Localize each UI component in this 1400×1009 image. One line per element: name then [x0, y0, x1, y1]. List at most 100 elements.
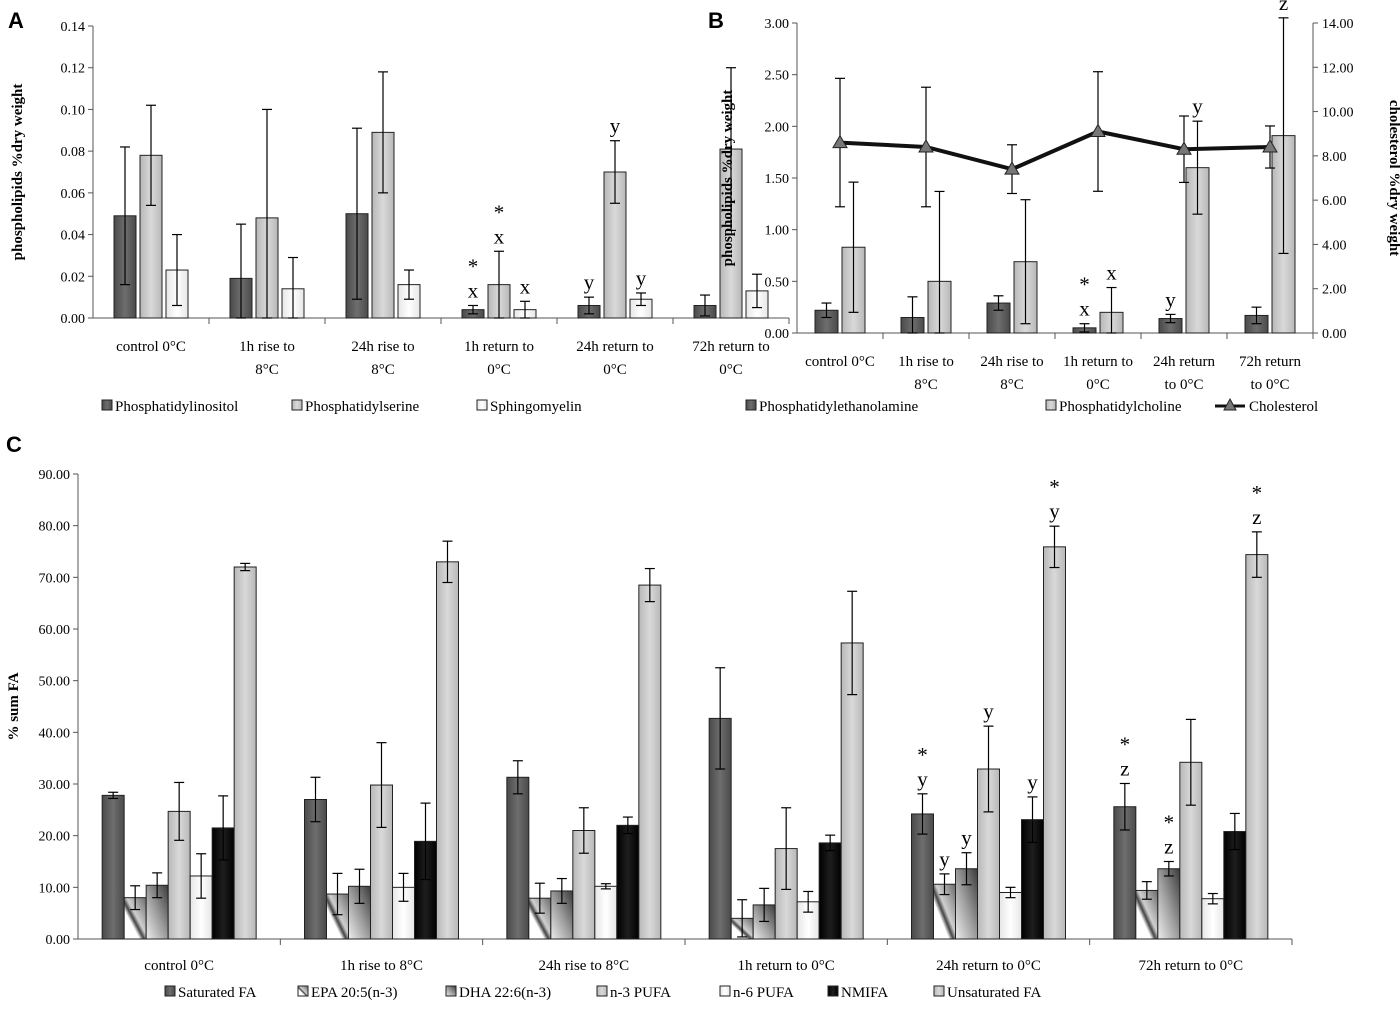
y-tick-label: 0.00: [765, 327, 790, 342]
significance-label: y: [1165, 287, 1176, 311]
cholesterol-point: [918, 139, 934, 153]
category-label: control 0°C: [805, 354, 875, 370]
category-label: 72h return: [1239, 354, 1302, 370]
legend-label: Phosphatidylserine: [305, 399, 419, 415]
significance-label: z: [1120, 756, 1129, 780]
cholesterol-point: [1176, 141, 1192, 155]
y2-tick-label: 2.00: [1322, 283, 1347, 298]
category-label: 0°C: [487, 362, 511, 378]
category-label: 72h return to 0°C: [1138, 958, 1243, 974]
legend-label: Phosphatidylcholine: [1059, 399, 1182, 415]
y-tick-label: 0.00: [61, 312, 86, 327]
significance-label: y: [983, 699, 994, 723]
bar-dha-22-6-n-3-: [1157, 868, 1181, 940]
y2-tick-label: 10.00: [1322, 106, 1354, 121]
significance-label: *: [1252, 481, 1263, 505]
y-tick-label: 1.00: [765, 224, 790, 239]
y-axis-title: phospholipids %dry weight: [10, 84, 26, 261]
significance-label: x: [520, 274, 531, 298]
category-label: 8°C: [914, 377, 938, 393]
significance-label: y: [636, 266, 647, 290]
panel-a: A 0.00 0.02 0.04 0.06 0.08 0.10 0.12 0.14 phospho…: [8, 8, 790, 415]
y-tick-label: 90.00: [39, 468, 71, 483]
y-tick-label: 40.00: [39, 726, 71, 741]
significance-label: y: [584, 270, 595, 294]
category-label: 1h rise to: [239, 339, 295, 355]
y-tick-label: 0.02: [61, 270, 86, 285]
y-axis-title: phospholipids %dry weight: [720, 90, 736, 267]
category-label: 1h rise to: [898, 354, 954, 370]
legend-swatch: [596, 985, 608, 997]
y-tick-label: 0.50: [765, 275, 790, 290]
cholesterol-point: [832, 134, 848, 149]
panel-letter-a: A: [8, 8, 24, 33]
y-tick-label: 0.14: [61, 20, 86, 35]
significance-label: y: [917, 767, 928, 791]
cholesterol-line: [839, 129, 1271, 172]
bar-unsaturated-fa: [436, 561, 459, 940]
category-label: 24h return to: [576, 339, 653, 355]
legend-swatch: [445, 985, 457, 997]
legend-marker: [1223, 397, 1237, 411]
legend-label: Phosphatidylinositol: [115, 399, 238, 415]
legend-label: DHA 22:6(n-3): [459, 985, 551, 1001]
y-tick-label: 0.00: [46, 933, 71, 948]
category-label: to 0°C: [1251, 377, 1290, 393]
legend-label: NMIFA: [841, 985, 888, 1001]
significance-label: *: [468, 254, 479, 278]
bar-nmifa: [616, 824, 640, 940]
y-tick-label: 70.00: [39, 571, 71, 586]
significance-label: y: [610, 114, 621, 138]
cholesterol-point: [1090, 123, 1106, 137]
panel-b: B 0.00 0.50 1.00 1.50 2.00 2.50 3.00 0.00 2.00 4.0…: [708, 0, 1400, 415]
significance-label: *: [1164, 811, 1175, 835]
panel-letter-b: B: [708, 8, 724, 33]
legend-label: n-3 PUFA: [610, 985, 671, 1001]
bar-unsaturated-fa: [1245, 554, 1269, 940]
category-label: 24h return: [1153, 354, 1216, 370]
y-tick-label: 20.00: [39, 830, 71, 845]
bar-unsaturated-fa: [233, 566, 257, 940]
y-tick-label: 2.50: [765, 69, 790, 84]
significance-label: x: [468, 278, 479, 302]
y-tick-label: 50.00: [39, 675, 71, 690]
y-tick-label: 2.00: [765, 120, 790, 135]
cholesterol-point: [1004, 161, 1020, 175]
category-label: 0°C: [719, 362, 743, 378]
y2-tick-label: 6.00: [1322, 194, 1347, 209]
legend-swatch: [827, 985, 839, 997]
significance-label: x: [1106, 261, 1117, 285]
category-label: control 0°C: [144, 958, 214, 974]
y-tick-label: 30.00: [39, 778, 71, 793]
y2-tick-label: 8.00: [1322, 150, 1347, 165]
category-label: 24h rise to: [980, 354, 1043, 370]
category-label: 24h rise to 8°C: [539, 958, 630, 974]
legend-swatch: [291, 399, 303, 411]
significance-label: z: [1252, 505, 1261, 529]
y2-tick-label: 12.00: [1322, 61, 1354, 76]
category-label: 24h return to 0°C: [936, 958, 1041, 974]
panel-c: C 0.00 10.00 20.00 30.00 40.00 50.00 60.00 70.00…: [6, 432, 1293, 1001]
y-tick-label: 0.06: [61, 187, 86, 202]
significance-label: *: [1120, 732, 1131, 756]
legend-swatch: [1045, 399, 1057, 411]
category-label: 1h rise to 8°C: [340, 958, 423, 974]
category-label: 1h return to: [1063, 354, 1133, 370]
legend-swatch: [164, 985, 176, 997]
significance-label: x: [494, 224, 505, 248]
y-tick-label: 3.00: [765, 17, 790, 32]
bar-n-6-pufa: [1201, 898, 1225, 940]
y-tick-label: 0.12: [61, 62, 86, 77]
y-tick-label: 10.00: [39, 881, 71, 896]
legend-swatch: [476, 399, 488, 411]
bar-n-6-pufa: [999, 892, 1022, 940]
y-tick-label: 0.08: [61, 145, 86, 160]
legend-label: Sphingomyelin: [490, 399, 582, 415]
legend-swatch: [745, 399, 757, 411]
y-tick-label: 60.00: [39, 623, 71, 638]
y2-tick-label: 0.00: [1322, 327, 1347, 342]
significance-label: y: [939, 847, 950, 871]
y-tick-label: 0.10: [61, 103, 86, 118]
y-tick-label: 1.50: [765, 172, 790, 187]
bar-unsaturated-fa: [1043, 546, 1066, 940]
